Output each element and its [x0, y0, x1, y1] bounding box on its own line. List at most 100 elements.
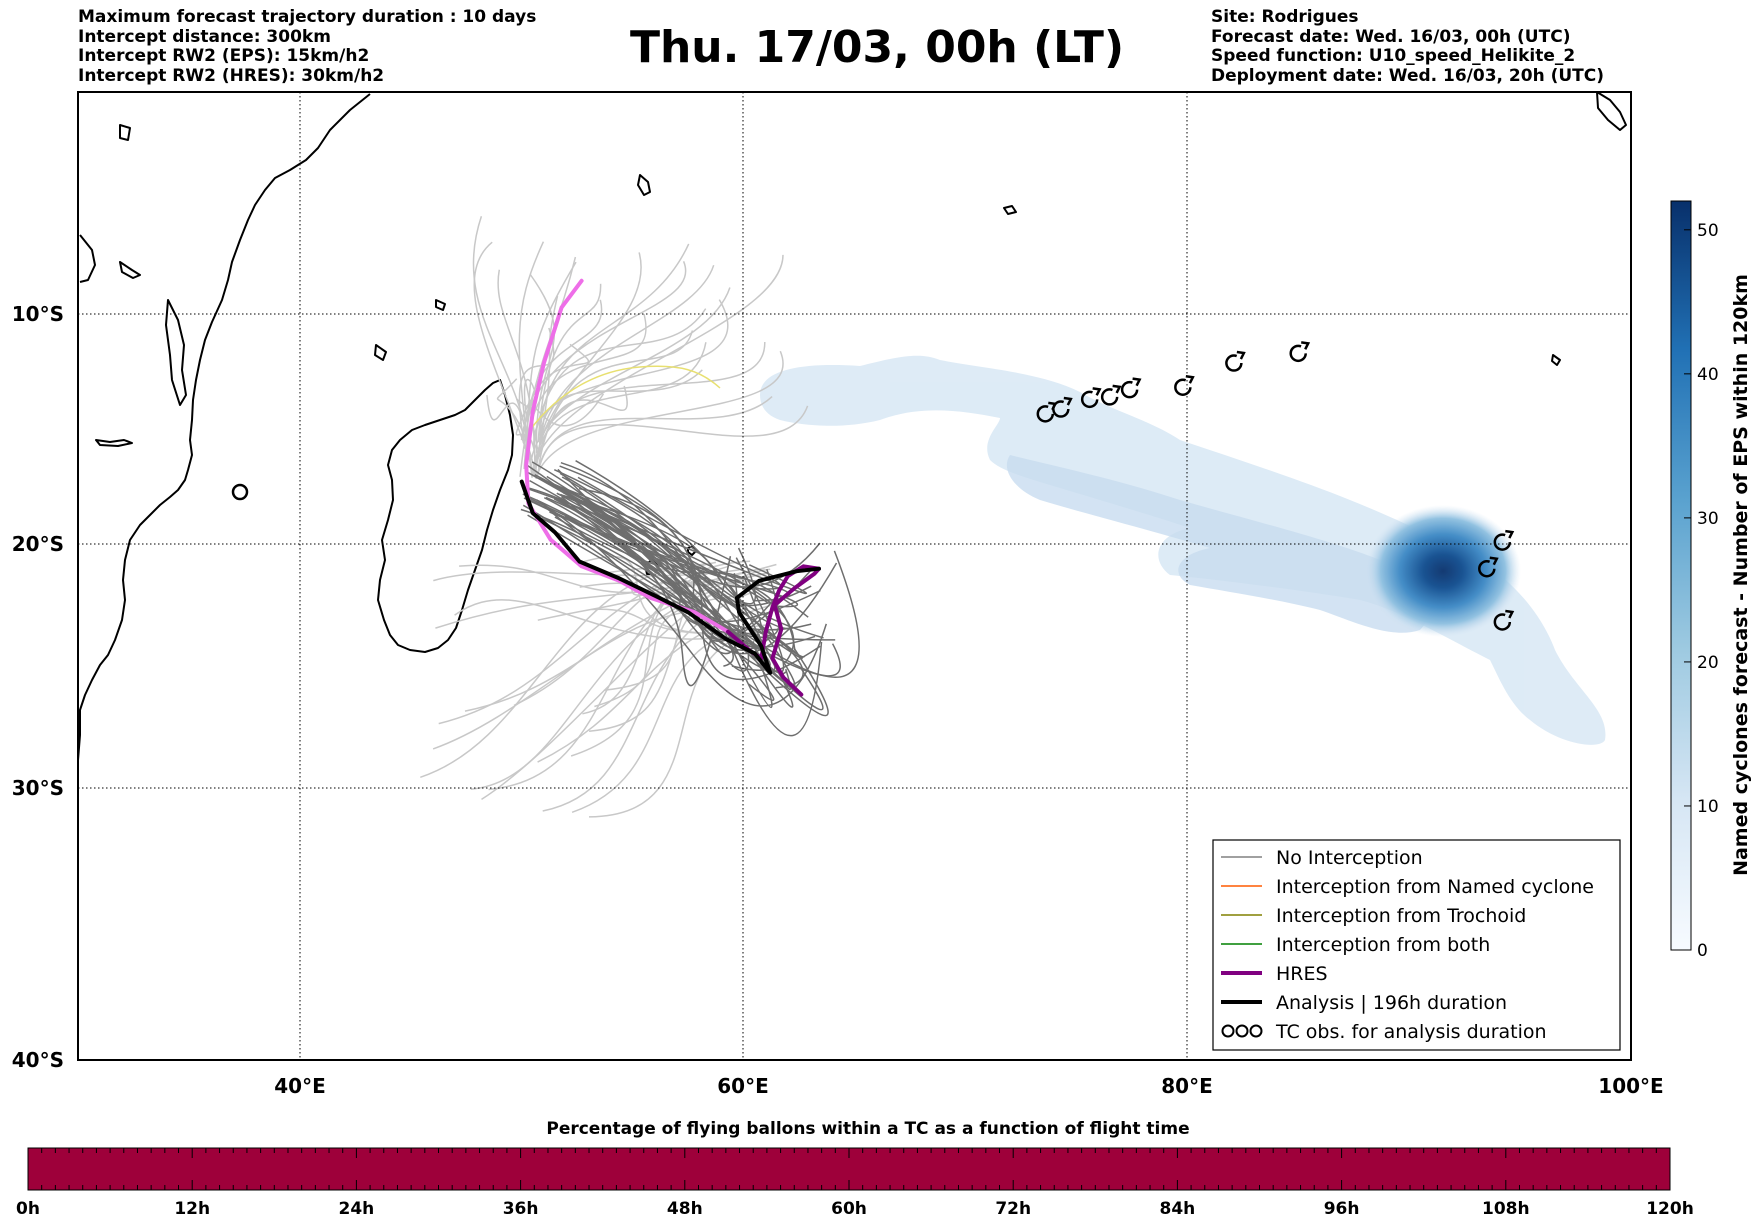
legend-box: [1212, 839, 1621, 1051]
eps-trajectory: [559, 472, 812, 607]
island-outline: [637, 174, 651, 196]
tc-icon: [1235, 1024, 1249, 1038]
eps-trajectory: [527, 487, 795, 664]
eps-trajectory: [515, 399, 537, 480]
tc-icon: [1249, 1024, 1263, 1038]
colorbar-tick-label: 20: [1697, 653, 1719, 673]
eps-trajectory: [420, 563, 711, 779]
tc-icon: [1221, 1024, 1235, 1038]
colorbar-bottom-tick-label: 36h: [503, 1199, 539, 1219]
island-outline: [95, 439, 133, 447]
tc-marker-ring: [231, 483, 249, 501]
eps-trajectory: [531, 254, 784, 475]
eps-trajectory: [526, 313, 647, 457]
page-title: Thu. 17/03, 00h (LT): [629, 22, 1125, 73]
island-outline: [374, 344, 387, 361]
eps-trajectories-light: [420, 215, 809, 818]
coastline: [78, 92, 1627, 780]
colorbar-tick-label: 10: [1697, 797, 1719, 817]
header-left-line: Intercept distance: 300km: [78, 26, 331, 47]
density-swath: [760, 355, 1606, 745]
legend-label: Interception from Named cyclone: [1276, 876, 1594, 898]
colorbar-bottom-tick-label: 84h: [1160, 1199, 1196, 1219]
eps-trajectory: [537, 341, 766, 459]
header-info-left: Maximum forecast trajectory duration : 1…: [78, 7, 537, 86]
colorbar-bottom-tick-label: 60h: [831, 1199, 867, 1219]
eps-trajectory: [472, 215, 530, 453]
eps-trajectory: [518, 327, 555, 450]
header-left-line: Maximum forecast trajectory duration : 1…: [78, 7, 537, 27]
eps-trajectory: [535, 350, 784, 477]
tc-observation-marker: [1225, 350, 1246, 372]
eps-trajectory: [529, 479, 804, 689]
tc-marker-arrow: [1185, 375, 1195, 384]
lon-tick-label: 60°E: [717, 1074, 769, 1098]
legend-label: No Interception: [1276, 847, 1423, 869]
eps-trajectory: [529, 274, 556, 454]
tc-marker-ring: [1225, 354, 1243, 372]
tc-observation-marker: [1289, 341, 1311, 363]
eps-trajectory: [536, 295, 559, 457]
eps-trajectory: [575, 460, 792, 691]
eps-trajectory: [533, 308, 707, 443]
island-outline: [435, 299, 446, 311]
colorbar-right-ticks: 0 10 20 30 40 50: [1684, 221, 1719, 961]
tc-observation-marker: [1100, 384, 1122, 406]
colorbar-tick-label: 30: [1697, 509, 1719, 529]
tc-observations: [1036, 341, 1515, 631]
madagascar-coastline: [377, 379, 514, 653]
colorbar-right: 0 10 20 30 40 50 Named cyclones forecast - Nu…: [1670, 200, 1752, 961]
eps-trajectory: [557, 498, 732, 687]
tc-marker-arrow: [1505, 609, 1515, 619]
legend-label: Analysis | 196h duration: [1276, 992, 1507, 1014]
eps-trajectory: [554, 516, 809, 618]
header-right-line: Deployment date: Wed. 16/03, 20h (UTC): [1211, 65, 1605, 86]
colorbar-bottom-tick-label: 24h: [339, 1199, 375, 1219]
analysis-track: [519, 479, 821, 675]
tc-marker-arrow: [1132, 377, 1142, 387]
tc-marker-ring: [1493, 533, 1512, 551]
eps-trajectory: [515, 378, 537, 442]
eps-trajectory: [530, 287, 731, 461]
eps-trajectory: [537, 283, 602, 443]
eps-trajectory: [497, 269, 536, 476]
eps-trajectory: [523, 261, 577, 469]
colorbar-bottom-tick-label: 72h: [995, 1199, 1031, 1219]
hres-track: [726, 564, 821, 697]
eps-trajectory: [534, 385, 628, 471]
legend-swatch-tc-obs: [1221, 1024, 1263, 1038]
lat-tick-label: 10°S: [12, 302, 64, 326]
tc-marker-arrow: [1063, 396, 1073, 406]
map-gridlines: [78, 92, 1631, 1060]
eps-trajectory: [560, 494, 807, 595]
colorbar-bottom-tick-label: 12h: [174, 1199, 210, 1219]
tc-marker-arrow: [1112, 384, 1122, 394]
colorbar-bottom: Percentage of flying ballons within a TC…: [16, 1119, 1694, 1219]
density-swath: [1006, 455, 1428, 633]
header-right-line: Forecast date: Wed. 16/03, 00h (UTC): [1211, 26, 1571, 47]
tc-observation-marker: [1120, 377, 1142, 399]
colorbar-bottom-minor-ticks: [41, 1148, 1657, 1190]
island-outline: [119, 124, 131, 141]
tc-observation-marker: [1080, 387, 1102, 409]
eps-trajectory: [541, 517, 775, 701]
colorbar-bottom-title: Percentage of flying ballons within a TC…: [546, 1119, 1189, 1139]
lon-tick-label: 40°E: [274, 1074, 326, 1098]
colorbar-bottom-tick-labels: 0h 12h 24h 36h 48h 60h 72h 84h 96h 108h 120h: [16, 1199, 1694, 1219]
tc-marker-ring: [1036, 405, 1055, 423]
eps-trajectory: [522, 343, 590, 444]
lat-tick-label: 30°S: [12, 776, 64, 800]
tc-marker-arrow: [1301, 341, 1311, 350]
colorbar-tick-label: 0: [1697, 941, 1708, 961]
tc-observation-marker: [1478, 556, 1499, 578]
eps-trajectory: [537, 603, 777, 763]
longitude-labels: 40°E 60°E 80°E 100°E: [274, 1074, 1663, 1098]
lon-tick-label: 100°E: [1598, 1074, 1663, 1098]
colorbar-right-label: Named cyclones forecast - Number of EPS …: [1730, 274, 1752, 876]
eps-trajectory: [454, 599, 756, 640]
legend-label: Interception from both: [1276, 934, 1490, 956]
tc-observation-marker: [1493, 529, 1515, 551]
island-outline: [79, 234, 96, 283]
lat-tick-label: 20°S: [12, 532, 64, 556]
